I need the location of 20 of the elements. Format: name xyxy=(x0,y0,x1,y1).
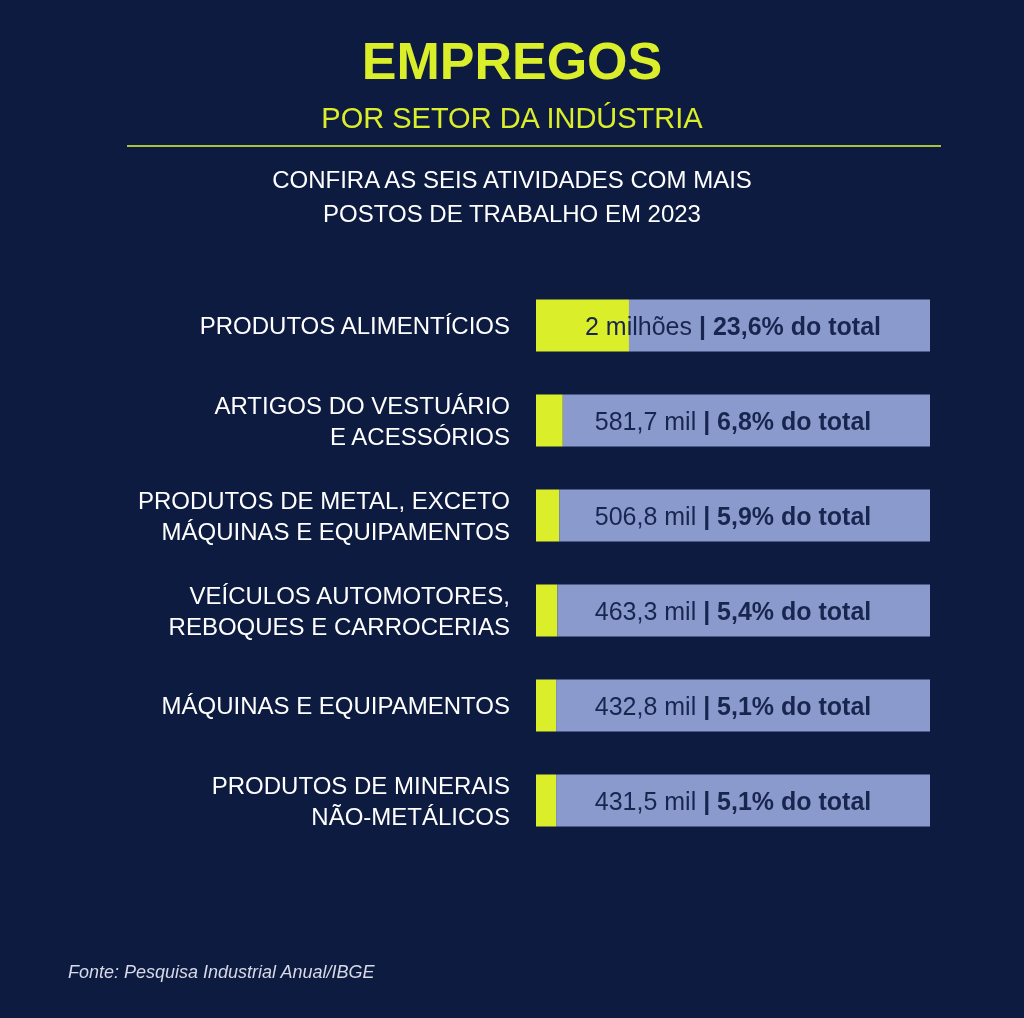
chart-title: EMPREGOS xyxy=(361,32,663,90)
y-tick-label: PRODUTOS DE METAL, EXCETO MÁQUINAS E EQUIPAMENTOS xyxy=(137,486,510,545)
data-label: 432,8 mil | 5,1% do total xyxy=(594,691,872,720)
y-tick-label: MÁQUINAS E EQUIPAMENTOS xyxy=(161,692,510,719)
chart-subtitle: POR SETOR DA INDÚSTRIA xyxy=(321,101,704,134)
data-label: 431,5 mil | 5,1% do total xyxy=(594,786,872,815)
y-tick-label: VEÍCULOS AUTOMOTORES, REBOQUES E CARROCERIAS xyxy=(168,581,510,640)
bar xyxy=(536,679,557,732)
text: CONFIRA AS SEIS ATIVIDADES COM MAIS POSTOS DE TRABALHO EM 2023 xyxy=(272,165,752,227)
data-label: 581,7 mil | 6,8% do total xyxy=(594,406,872,435)
y-tick-label: ARTIGOS DO VESTUÁRIO E ACESSÓRIOS xyxy=(214,391,510,450)
y-tick-label: PRODUTOS DE MINERAIS NÃO-METÁLICOS xyxy=(211,771,510,830)
bar xyxy=(536,584,558,637)
bar xyxy=(536,394,563,447)
data-label: 463,3 mil | 5,4% do total xyxy=(594,596,872,625)
data-label: 506,8 mil | 5,9% do total xyxy=(594,501,872,530)
y-tick-label: PRODUTOS ALIMENTÍCIOS xyxy=(199,312,510,339)
source-note: Fonte: Pesquisa Industrial Anual/IBGE xyxy=(68,962,376,982)
bar xyxy=(536,489,560,542)
bar xyxy=(536,774,557,827)
